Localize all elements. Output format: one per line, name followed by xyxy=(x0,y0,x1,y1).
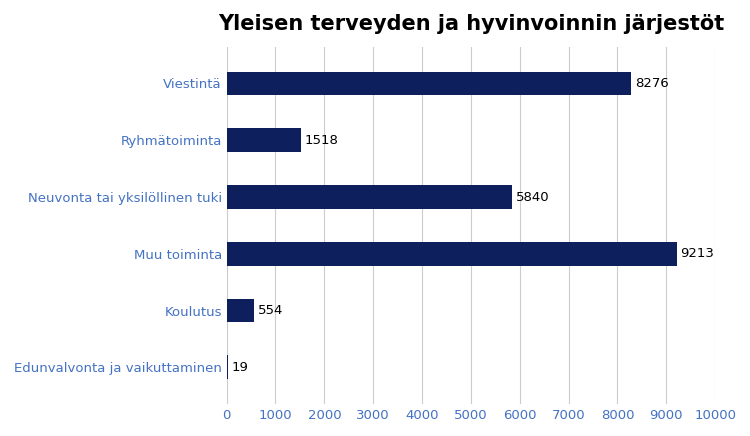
Text: 8276: 8276 xyxy=(634,77,668,90)
Bar xyxy=(226,355,227,379)
Bar xyxy=(226,299,254,323)
Text: 554: 554 xyxy=(257,304,283,317)
Bar xyxy=(226,72,631,95)
Bar xyxy=(226,185,512,209)
Text: 5840: 5840 xyxy=(516,191,550,204)
Text: 1518: 1518 xyxy=(304,134,338,147)
Title: Yleisen terveyden ja hyvinvoinnin järjestöt: Yleisen terveyden ja hyvinvoinnin järjes… xyxy=(217,14,724,34)
Text: 9213: 9213 xyxy=(680,247,715,260)
Bar xyxy=(226,128,301,152)
Bar xyxy=(226,242,676,266)
Text: 19: 19 xyxy=(232,361,248,374)
